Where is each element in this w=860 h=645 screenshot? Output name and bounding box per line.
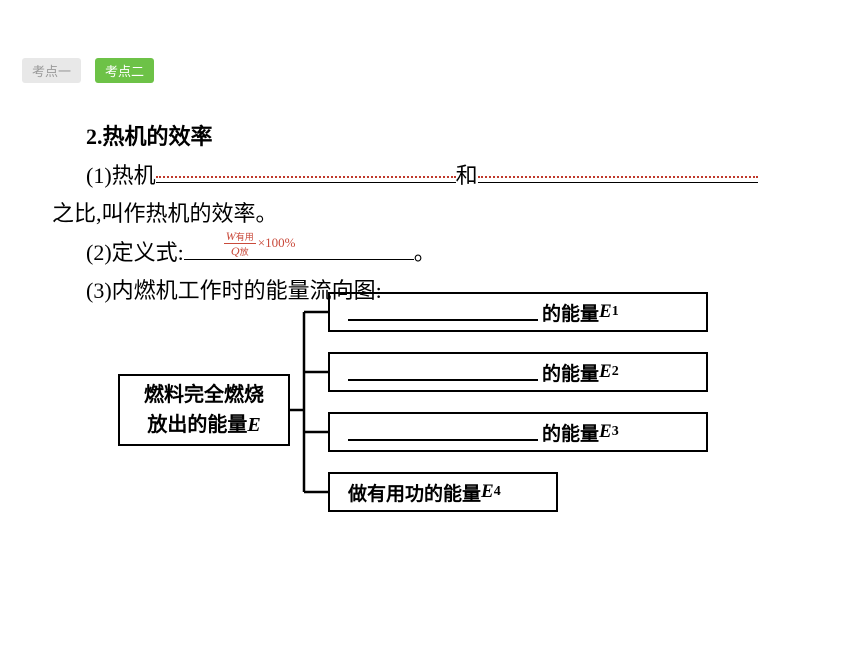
item2-prefix: (2)定义式: [86,240,184,265]
tabs-bar: 考点一 考点二 [22,58,154,83]
formula: W有用 Q放 ×100% [224,230,296,257]
source-line2: 放出的能量E [147,410,260,440]
blank-2 [478,158,758,182]
target-box-2: 的能量E2 [328,352,708,392]
tab-point-2[interactable]: 考点二 [95,58,154,83]
heading-text: .热机的效率 [97,124,213,149]
content-area: 2.热机的效率 (1)热机 和 之比,叫作热机的效率。 (2)定义式: W有用 Q… [52,118,808,311]
item-2-line: (2)定义式: W有用 Q放 ×100% 。 [86,234,808,273]
source-line1: 燃料完全燃烧 [144,380,264,410]
item-1-continuation: 之比,叫作热机的效率。 [52,195,808,234]
item2-suffix: 。 [414,240,436,265]
target-box-4: 做有用功的能量E4 [328,472,558,512]
item-1-line: (1)热机 和 [86,157,808,196]
source-box: 燃料完全燃烧 放出的能量E [118,374,290,446]
target-blank-1 [348,303,538,321]
item1-mid: 和 [456,163,478,188]
formula-tail: ×100% [258,232,296,255]
item1-prefix: (1)热机 [86,163,156,188]
blank-formula: W有用 Q放 ×100% [184,235,414,259]
section-heading: 2.热机的效率 [86,118,808,157]
bracket-connector [290,292,330,514]
tab-point-1[interactable]: 考点一 [22,58,81,83]
target-blank-2 [348,363,538,381]
target-box-1: 的能量E1 [328,292,708,332]
blank-1 [156,158,456,182]
heading-number: 2 [86,124,97,149]
fraction: W有用 Q放 [224,230,256,257]
target-blank-3 [348,423,538,441]
energy-flow-diagram: 燃料完全燃烧 放出的能量E 的能量E1 的能量E2 的能量E3 做有用功的能量E… [118,292,738,532]
target-box-3: 的能量E3 [328,412,708,452]
